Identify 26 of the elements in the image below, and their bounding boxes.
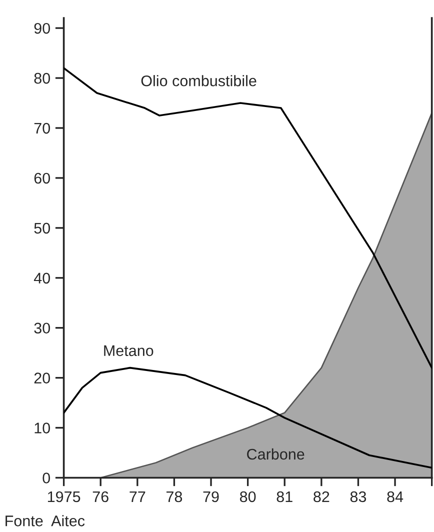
y-tick-label: 60 xyxy=(34,172,50,184)
y-tick-label: 70 xyxy=(34,122,50,134)
x-tick-label: 84 xyxy=(387,491,404,502)
source-note: Fonte Aitec xyxy=(6,515,85,526)
line-series xyxy=(64,67,432,369)
x-tick-label: 83 xyxy=(350,491,366,502)
y-tick-label: 80 xyxy=(34,72,50,84)
x-tick-label: 79 xyxy=(203,491,219,502)
x-tick-label: 1975 xyxy=(48,491,80,502)
x-tick-label: 80 xyxy=(240,491,256,502)
x-tick-label: 82 xyxy=(314,491,330,502)
y-tick-label: 10 xyxy=(34,422,50,434)
y-tick-label: 50 xyxy=(34,222,50,234)
x-tick-label: 78 xyxy=(166,491,182,502)
y-tick-label: 20 xyxy=(34,372,50,384)
series-label: Metano xyxy=(104,345,154,356)
y-tick-label: 90 xyxy=(34,22,50,34)
series-label: Olio combustibile xyxy=(141,75,256,86)
x-tick-label: 76 xyxy=(92,491,108,502)
x-tick-label: 81 xyxy=(276,491,292,502)
series-label: Carbone xyxy=(247,448,304,460)
y-tick-label: 40 xyxy=(34,272,50,284)
line-series xyxy=(64,366,432,469)
x-tick-label: 77 xyxy=(130,491,146,502)
y-tick-label: 0 xyxy=(42,472,50,484)
y-tick-label: 30 xyxy=(34,322,50,334)
